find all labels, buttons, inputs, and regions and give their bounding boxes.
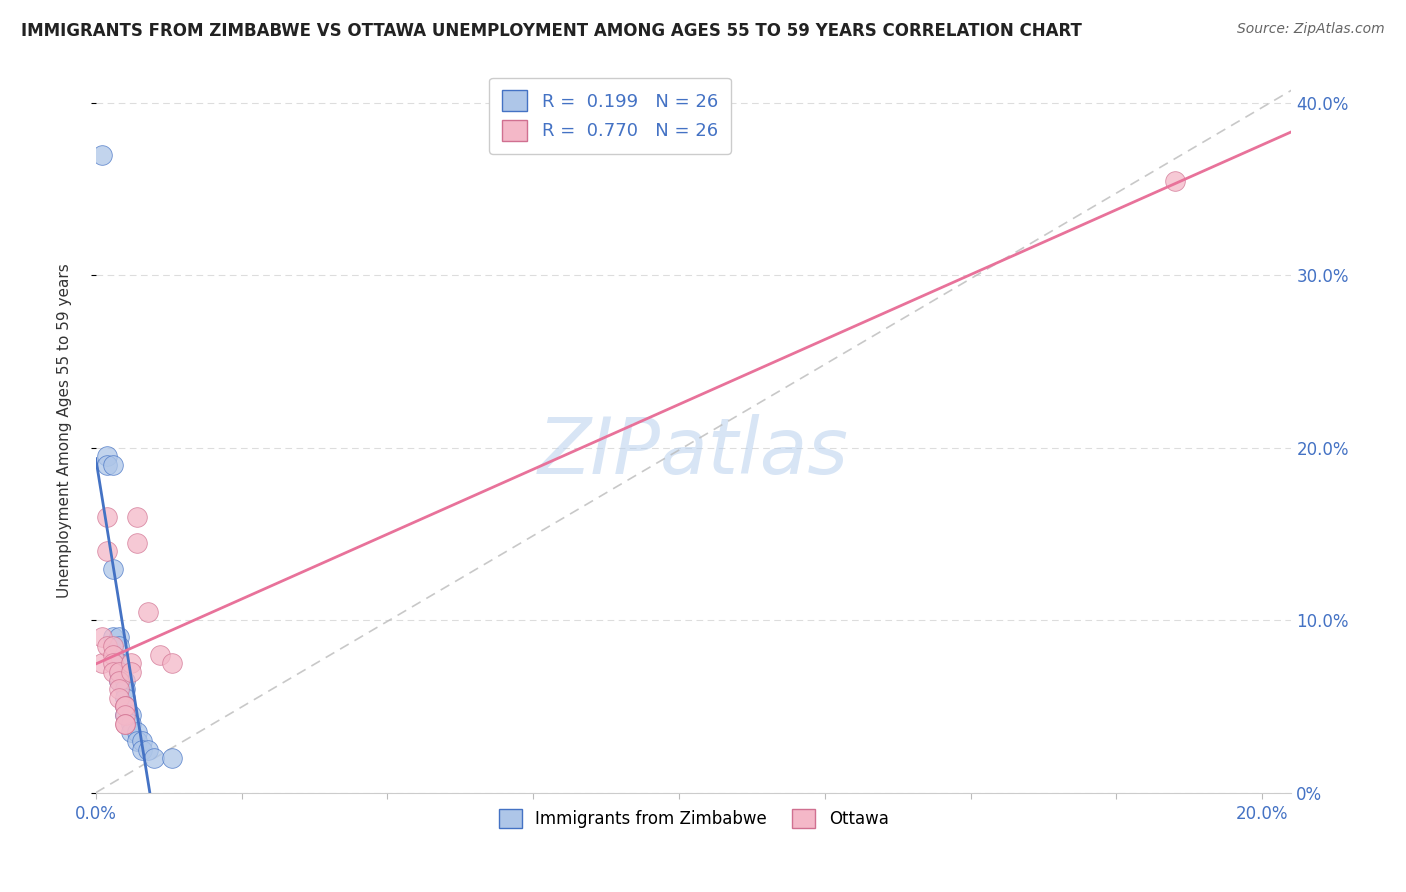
Point [120, 657, 142, 671]
Point [125, 535, 148, 549]
Point [103, 458, 125, 472]
Point [114, 682, 136, 697]
Point [90, 657, 112, 671]
Point [114, 699, 136, 714]
Point [103, 665, 125, 679]
Point [96, 509, 118, 524]
Point [108, 690, 131, 705]
Point [160, 657, 183, 671]
Point [96, 450, 118, 464]
Point [108, 682, 131, 697]
Point [143, 751, 166, 765]
Legend: Immigrants from Zimbabwe, Ottawa: Immigrants from Zimbabwe, Ottawa [492, 803, 896, 835]
Text: IMMIGRANTS FROM ZIMBABWE VS OTTAWA UNEMPLOYMENT AMONG AGES 55 TO 59 YEARS CORREL: IMMIGRANTS FROM ZIMBABWE VS OTTAWA UNEMP… [21, 22, 1083, 40]
Point [1164, 173, 1187, 187]
Y-axis label: Unemployment Among Ages 55 to 59 years: Unemployment Among Ages 55 to 59 years [58, 263, 72, 598]
Point [114, 716, 136, 731]
Point [149, 648, 172, 662]
Point [103, 631, 125, 645]
Point [103, 639, 125, 653]
Point [103, 657, 125, 671]
Text: ZIPatlas: ZIPatlas [538, 414, 849, 491]
Point [108, 631, 131, 645]
Point [114, 708, 136, 723]
Point [108, 673, 131, 688]
Point [120, 708, 142, 723]
Point [96, 458, 118, 472]
Point [160, 751, 183, 765]
Point [108, 673, 131, 688]
Point [114, 708, 136, 723]
Point [108, 665, 131, 679]
Point [108, 657, 131, 671]
Point [90, 147, 112, 161]
Point [114, 699, 136, 714]
Point [108, 639, 131, 653]
Point [114, 716, 136, 731]
Point [120, 725, 142, 739]
Point [120, 716, 142, 731]
Point [114, 699, 136, 714]
Point [103, 561, 125, 575]
Point [125, 734, 148, 748]
Point [125, 509, 148, 524]
Point [131, 742, 153, 756]
Point [96, 544, 118, 558]
Point [103, 648, 125, 662]
Point [114, 673, 136, 688]
Point [96, 639, 118, 653]
Point [120, 665, 142, 679]
Point [114, 690, 136, 705]
Point [125, 725, 148, 739]
Point [90, 631, 112, 645]
Point [131, 734, 153, 748]
Point [136, 742, 159, 756]
Point [108, 665, 131, 679]
Point [136, 605, 159, 619]
Text: Source: ZipAtlas.com: Source: ZipAtlas.com [1237, 22, 1385, 37]
